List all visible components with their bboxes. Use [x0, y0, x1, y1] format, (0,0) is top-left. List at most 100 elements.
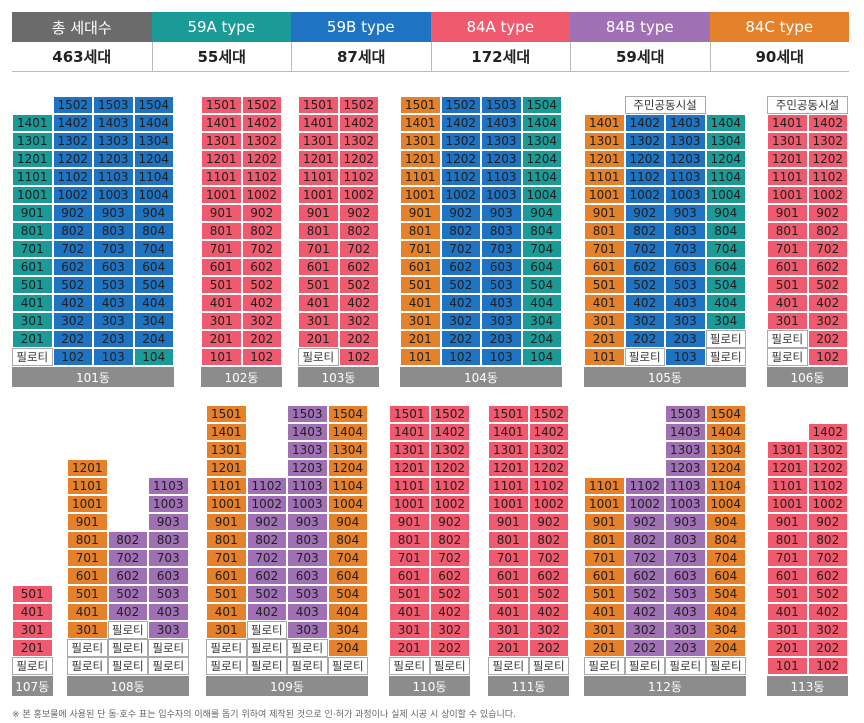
unit-cell: 201 [389, 639, 430, 657]
unit-cell: 1402 [440, 114, 481, 132]
unit-cell: 602 [52, 258, 93, 276]
unit-cell: 1304 [705, 441, 746, 459]
piloti-cell: 필로티 [148, 657, 189, 675]
unit-cell: 1202 [52, 150, 93, 168]
unit-cell: 1004 [327, 495, 368, 513]
unit-cell: 1401 [767, 114, 808, 132]
unit-cell: 702 [807, 549, 848, 567]
unit-cell: 704 [521, 240, 562, 258]
unit-cell: 302 [624, 621, 665, 639]
unit-cell: 301 [488, 621, 529, 639]
unit-cell: 602 [429, 567, 470, 585]
unit-cell: 1403 [287, 423, 328, 441]
unit-cell: 602 [624, 567, 665, 585]
unit-cell: 1103 [665, 168, 706, 186]
unit-cell: 604 [705, 567, 746, 585]
unit-cell: 1202 [624, 150, 665, 168]
unit-cell: 102 [807, 657, 848, 675]
unit-cell: 202 [624, 639, 665, 657]
unit-cell: 301 [584, 312, 625, 330]
unit-cell: 301 [767, 621, 808, 639]
unit-cell: 602 [807, 567, 848, 585]
unit-type-legend: 총 세대수 463세대 59A type 55세대 59B type 87세대 84A ty… [12, 12, 849, 72]
unit-cell: 401 [206, 603, 247, 621]
unit-cell: 1101 [767, 168, 808, 186]
unit-cell: 1103 [665, 477, 706, 495]
unit-cell: 104 [133, 348, 174, 366]
unit-cell: 1003 [287, 495, 328, 513]
unit-cell: 1401 [206, 423, 247, 441]
piloti-cell: 필로티 [148, 639, 189, 657]
unit-cell: 401 [488, 603, 529, 621]
unit-cell: 701 [298, 240, 339, 258]
unit-cell: 804 [521, 222, 562, 240]
piloti-cell: 필로티 [67, 657, 108, 675]
unit-cell: 601 [767, 258, 808, 276]
unit-cell: 1202 [429, 459, 470, 477]
unit-cell: 1301 [201, 132, 242, 150]
unit-cell: 1501 [298, 96, 339, 114]
unit-cell: 1101 [584, 168, 625, 186]
unit-cell: 1402 [241, 114, 282, 132]
unit-cell: 301 [400, 312, 441, 330]
unit-cell: 803 [148, 531, 189, 549]
unit-cell: 602 [528, 567, 569, 585]
disclaimer-footnote: ※ 본 홍보물에 사용된 단 동·호수 표는 입수자의 이해를 돕기 위하여 제… [12, 710, 516, 720]
unit-cell: 1303 [93, 132, 134, 150]
unit-cell: 902 [429, 513, 470, 531]
unit-cell: 502 [107, 585, 148, 603]
unit-cell: 601 [389, 567, 430, 585]
unit-cell: 1404 [705, 423, 746, 441]
unit-cell: 1304 [521, 132, 562, 150]
unit-cell: 202 [429, 639, 470, 657]
unit-cell: 403 [93, 294, 134, 312]
unit-cell: 703 [665, 240, 706, 258]
unit-cell: 701 [584, 549, 625, 567]
unit-cell: 201 [400, 330, 441, 348]
unit-cell: 403 [665, 603, 706, 621]
piloti-cell: 필로티 [206, 639, 247, 657]
unit-cell: 1201 [488, 459, 529, 477]
unit-cell: 1102 [338, 168, 379, 186]
unit-cell: 904 [133, 204, 174, 222]
unit-cell: 1402 [52, 114, 93, 132]
piloti-cell: 필로티 [107, 621, 148, 639]
unit-cell: 1402 [528, 423, 569, 441]
unit-cell: 503 [93, 276, 134, 294]
unit-cell: 102 [52, 348, 93, 366]
unit-cell: 1204 [705, 150, 746, 168]
unit-cell: 1201 [389, 459, 430, 477]
unit-cell: 1002 [807, 186, 848, 204]
unit-cell: 404 [521, 294, 562, 312]
unit-cell: 202 [624, 330, 665, 348]
unit-cell: 804 [133, 222, 174, 240]
unit-cell: 501 [584, 276, 625, 294]
piloti-cell: 필로티 [767, 330, 808, 348]
unit-cell: 401 [767, 294, 808, 312]
unit-cell: 1403 [93, 114, 134, 132]
unit-cell: 804 [705, 531, 746, 549]
unit-cell: 401 [12, 603, 53, 621]
unit-cell: 302 [241, 312, 282, 330]
unit-cell: 202 [807, 330, 848, 348]
unit-cell: 1403 [665, 114, 706, 132]
unit-cell: 1103 [481, 168, 522, 186]
unit-cell: 801 [584, 531, 625, 549]
unit-cell: 303 [148, 621, 189, 639]
unit-cell: 501 [584, 585, 625, 603]
unit-cell: 402 [528, 603, 569, 621]
unit-cell: 1002 [624, 186, 665, 204]
unit-cell: 702 [338, 240, 379, 258]
unit-cell: 801 [67, 531, 108, 549]
unit-cell: 601 [488, 567, 529, 585]
unit-cell: 1504 [705, 405, 746, 423]
unit-cell: 603 [481, 258, 522, 276]
unit-cell: 1103 [287, 477, 328, 495]
unit-cell: 601 [584, 567, 625, 585]
unit-cell: 802 [429, 531, 470, 549]
unit-cell: 201 [298, 330, 339, 348]
legend-unit-count: 59세대 [570, 42, 710, 72]
unit-cell: 301 [389, 621, 430, 639]
unit-cell: 803 [287, 531, 328, 549]
unit-cell: 1101 [67, 477, 108, 495]
